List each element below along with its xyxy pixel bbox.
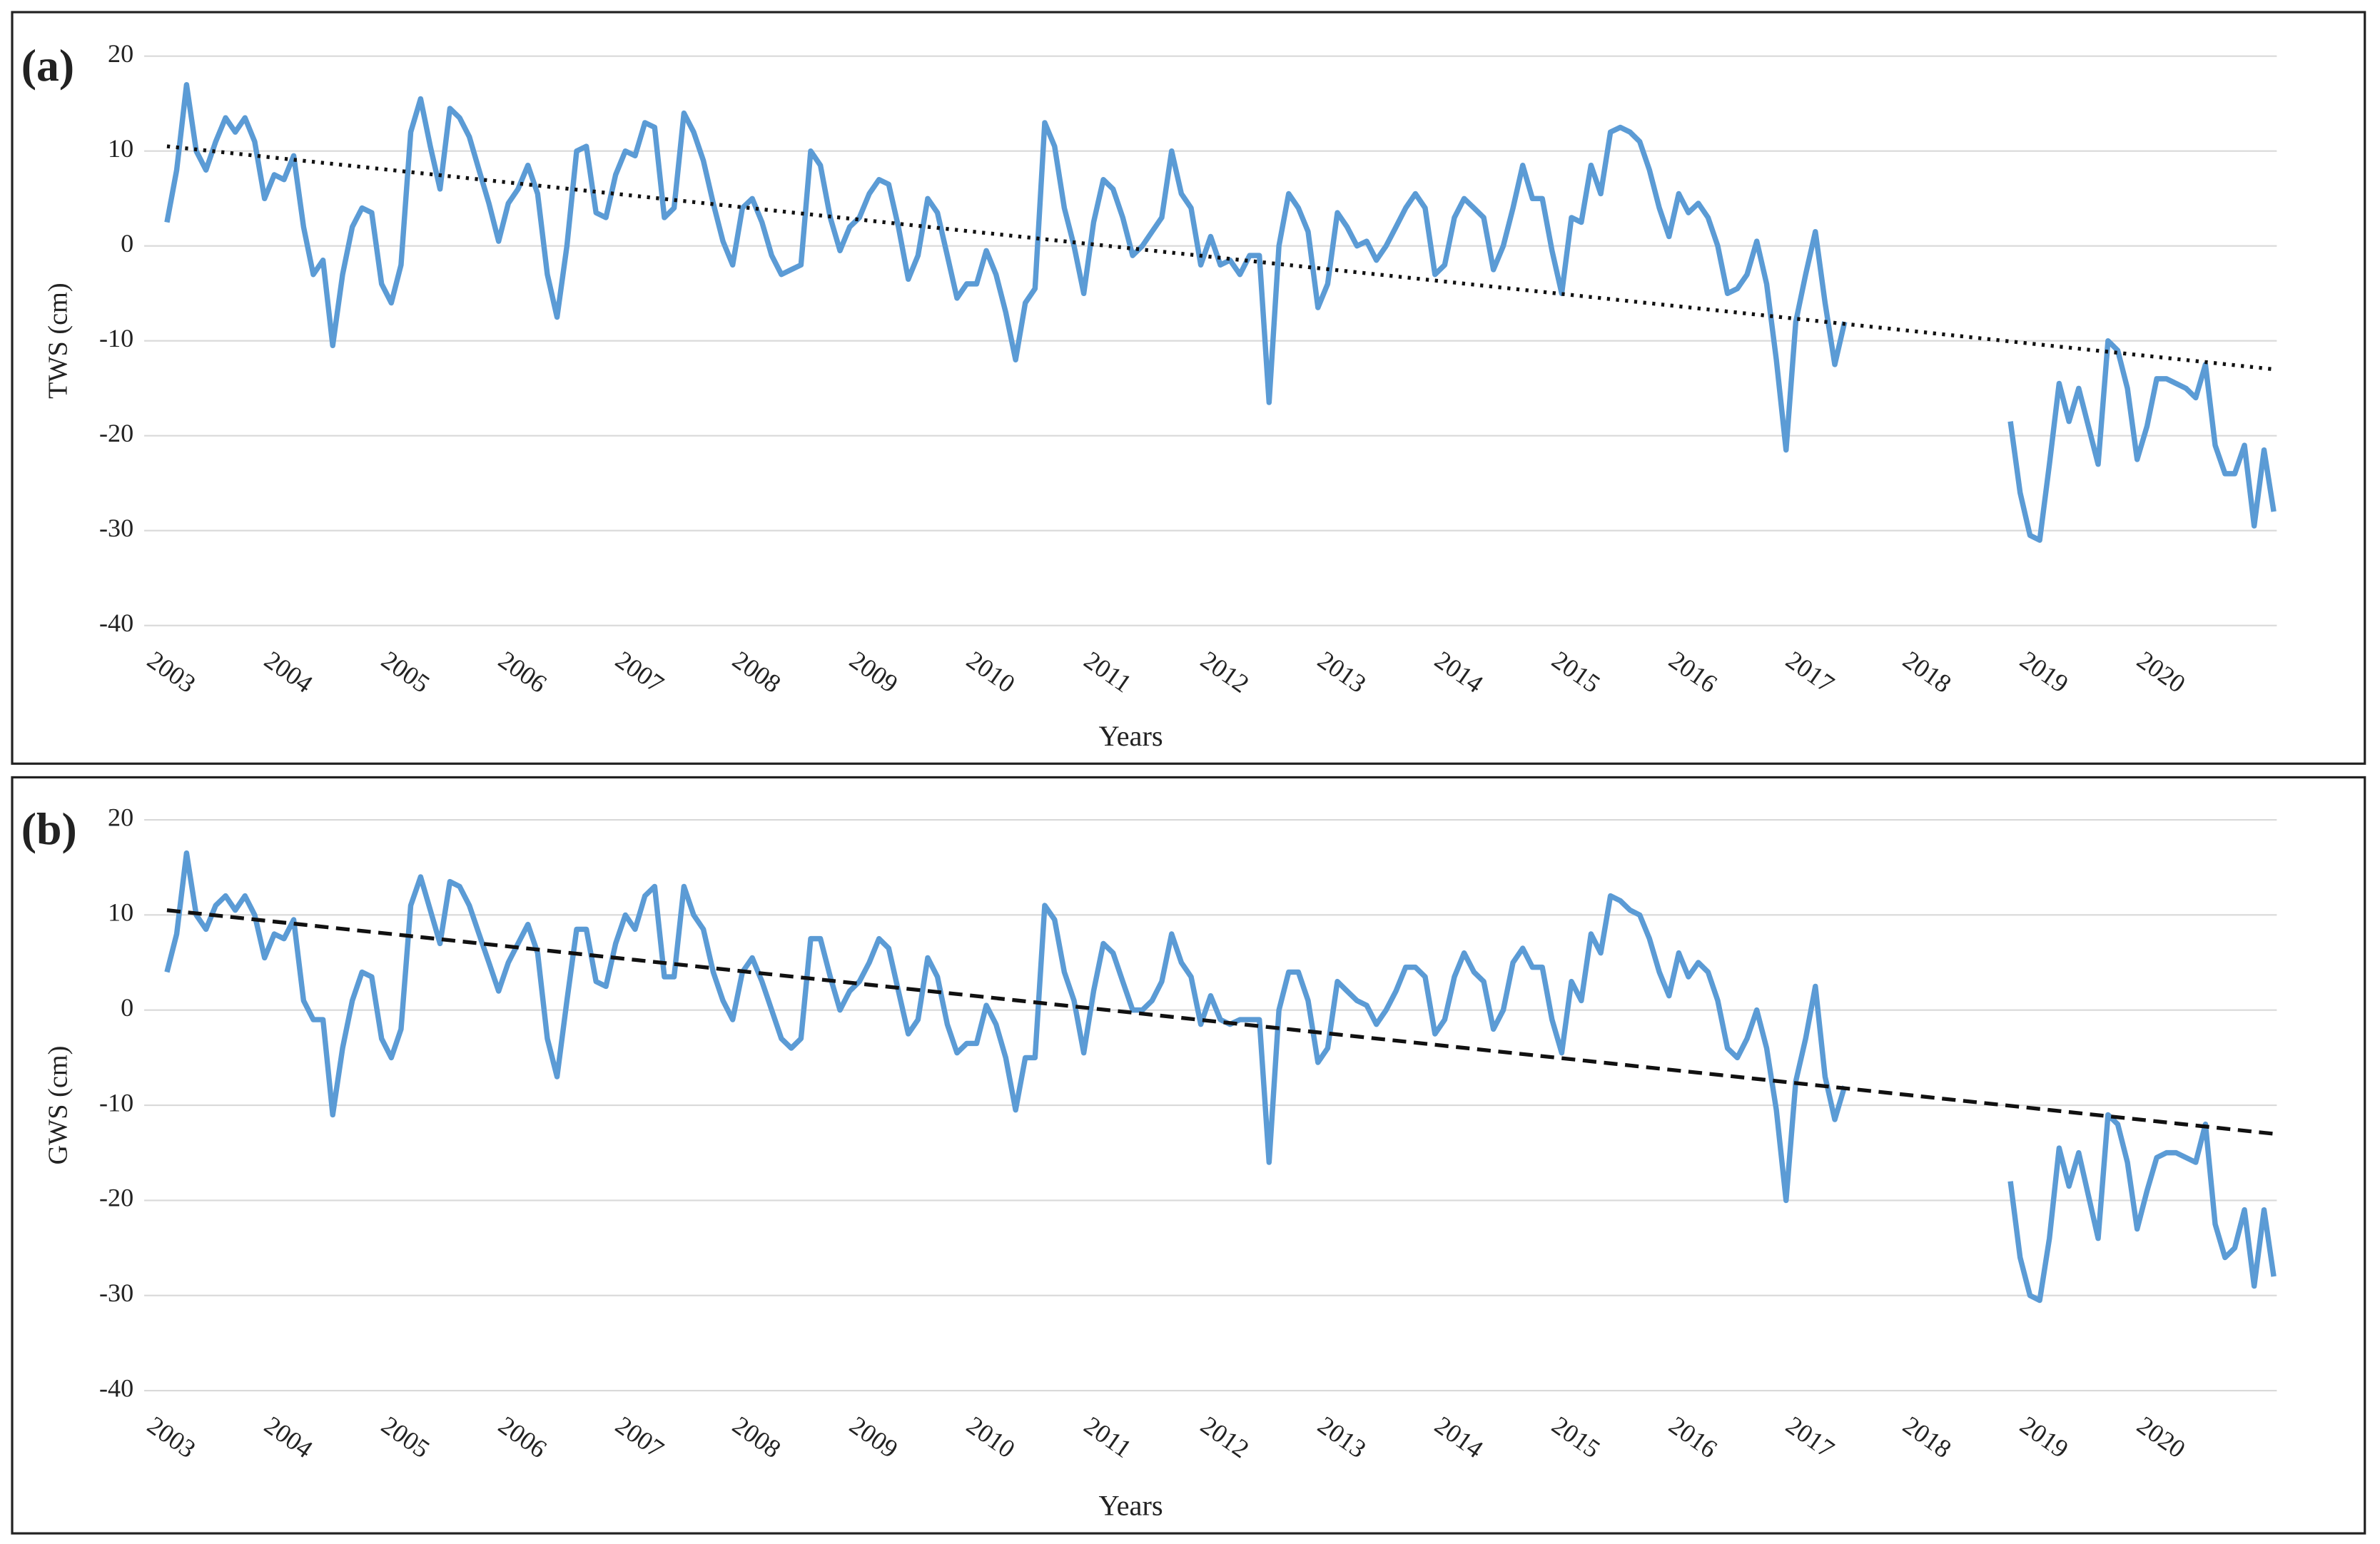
y-tick-label: 0: [121, 229, 133, 258]
y-tick-label: -30: [99, 1279, 133, 1307]
x-axis-title: Years: [1098, 720, 1163, 752]
data-line: [164, 850, 2277, 1304]
trend-line: [166, 144, 2274, 372]
x-axis-title: Years: [1098, 1490, 1163, 1522]
y-tick-label: -10: [99, 324, 133, 352]
y-tick-label: 20: [108, 803, 133, 831]
y-tick-label: 10: [108, 134, 133, 163]
trend-line: [166, 908, 2274, 1136]
y-tick-label: -40: [99, 609, 133, 637]
y-tick-label: 20: [108, 39, 133, 68]
panel-border: [11, 776, 2366, 1535]
y-tick-label: -40: [99, 1373, 133, 1402]
panel-label: (b): [21, 803, 77, 854]
data-line: [164, 82, 2277, 543]
y-tick-label: -10: [99, 1088, 133, 1117]
y-tick-label: -30: [99, 514, 133, 542]
y-tick-label: 10: [108, 898, 133, 927]
y-tick-label: -20: [99, 1184, 133, 1212]
y-tick-label: -20: [99, 419, 133, 447]
panel-label: (a): [21, 40, 74, 91]
y-tick-label: 0: [121, 993, 133, 1022]
panel-border: [11, 11, 2366, 765]
y-axis-title: GWS (cm): [44, 1046, 74, 1165]
y-axis-title: TWS (cm): [44, 283, 74, 399]
